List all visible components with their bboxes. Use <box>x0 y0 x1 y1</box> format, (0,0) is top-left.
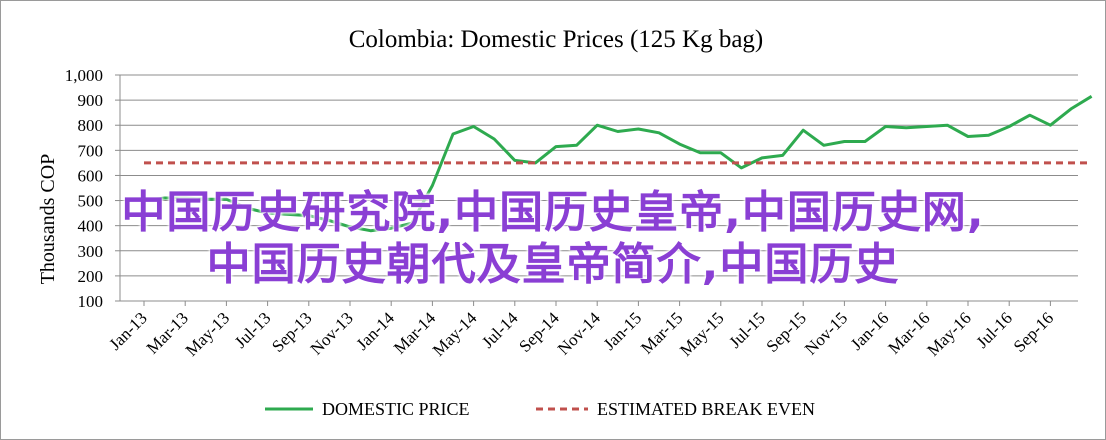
y-tick-label: 700 <box>78 141 104 160</box>
x-tick-label: Jan-13 <box>105 308 150 353</box>
x-tick-label: Sep-13 <box>268 308 315 355</box>
y-tick-label: 500 <box>78 192 104 211</box>
chart-title: Colombia: Domestic Prices (125 Kg bag) <box>349 26 764 53</box>
y-axis-ticks: 100 200 300 400 500 600 700 800 900 1,000 <box>65 66 120 311</box>
x-tick-label: Nov-13 <box>307 308 357 358</box>
y-tick-label: 300 <box>78 242 104 261</box>
watermark-text-line-2: 中国历史朝代及皇帝简介,中国历史 <box>206 239 900 290</box>
x-tick-label: Jul-13 <box>231 308 274 351</box>
x-tick-label: May-13 <box>182 308 233 359</box>
y-tick-label: 600 <box>78 166 104 185</box>
x-tick-label: May-16 <box>923 308 974 359</box>
y-tick-label: 100 <box>78 292 104 311</box>
x-tick-label: May-14 <box>429 308 481 360</box>
y-tick-label: 900 <box>78 91 104 110</box>
gridlines <box>120 74 1078 302</box>
y-tick-label: 1,000 <box>65 66 103 85</box>
y-axis-label: Thousands COP <box>37 154 59 285</box>
legend-label: ESTIMATED BREAK EVEN <box>597 399 815 419</box>
y-tick-label: 400 <box>78 217 104 236</box>
x-tick-label: Jul-15 <box>725 308 768 351</box>
x-tick-label: Nov-14 <box>554 308 605 359</box>
legend-label: DOMESTIC PRICE <box>322 399 470 419</box>
x-axis-ticks: Jan-13Mar-13May-13Jul-13Sep-13Nov-13Jan-… <box>105 301 1057 360</box>
axes <box>119 75 1078 302</box>
x-tick-label: Sep-16 <box>1010 308 1057 355</box>
x-tick-label: Jan-16 <box>847 308 892 353</box>
x-tick-label: May-15 <box>676 308 727 359</box>
x-tick-label: Jan-15 <box>600 308 645 353</box>
x-tick-label: Jul-16 <box>973 308 1016 351</box>
legend: DOMESTIC PRICE ESTIMATED BREAK EVEN <box>265 399 815 419</box>
series-group <box>143 95 1093 233</box>
x-tick-label: Sep-14 <box>515 308 563 356</box>
watermark-text-line-1: 中国历史研究院,中国历史皇帝,中国历史网, <box>121 187 985 238</box>
x-tick-label: Nov-15 <box>801 308 851 358</box>
y-tick-label: 200 <box>78 267 104 286</box>
x-tick-label: Jul-14 <box>478 308 522 352</box>
y-tick-label: 800 <box>78 116 104 135</box>
x-tick-label: Sep-15 <box>763 308 810 355</box>
